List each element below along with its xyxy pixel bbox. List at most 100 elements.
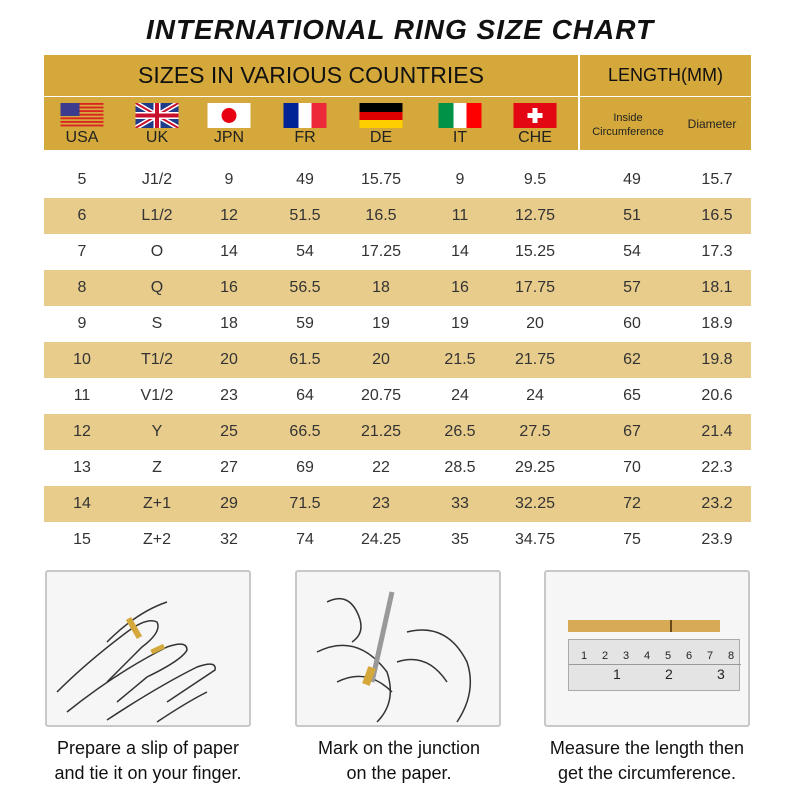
caption-line: Prepare a slip of paper	[56, 738, 240, 758]
table-cell: 19.8	[701, 351, 733, 368]
table-cell: 72	[623, 495, 641, 512]
country-label: DE	[369, 129, 393, 146]
table-cell: Y	[151, 423, 163, 440]
table-cell: 34.75	[514, 531, 556, 548]
table-cell: 15	[73, 531, 91, 548]
header-divider	[578, 55, 580, 150]
table-row: 11 V1/2 23 64 20.75 24 24 65 20.6	[44, 378, 751, 414]
france-flag-icon	[283, 103, 327, 128]
uk-flag-icon	[135, 103, 179, 128]
country-label: CHE	[518, 129, 552, 146]
table-cell: 23.2	[701, 495, 733, 512]
table-cell: 20	[220, 351, 238, 368]
table-cell: 27.5	[519, 423, 551, 440]
table-cell: 18	[220, 315, 238, 332]
table-cell: 19	[372, 315, 390, 332]
table-cell: 10	[73, 351, 91, 368]
table-cell: 14	[451, 243, 469, 260]
ruler-number: 6	[686, 650, 693, 662]
caption-line: and tie it on your finger.	[54, 763, 242, 783]
table-cell: 21.4	[701, 423, 733, 440]
table-cell: Z+2	[142, 531, 172, 548]
table-cell: 69	[296, 459, 314, 476]
table-cell: 16.5	[365, 207, 397, 224]
table-cell: 65	[623, 387, 641, 404]
table-cell: 17.75	[514, 279, 556, 296]
table-row: 13 Z 27 69 22 28.5 29.25 70 22.3	[44, 450, 751, 486]
table-cell: 67	[623, 423, 641, 440]
marking-pen-icon	[316, 591, 472, 723]
table-cell: 17.3	[701, 243, 733, 260]
table-row: 8 Q 16 56.5 18 16 17.75 57 18.1	[44, 270, 751, 306]
table-cell: 32.25	[514, 495, 556, 512]
japan-flag-icon	[207, 103, 251, 128]
table-cell: 75	[623, 531, 641, 548]
table-cell: 18	[372, 279, 390, 296]
table-cell: 14	[220, 243, 238, 260]
table-cell: 26.5	[444, 423, 476, 440]
table-cell: 12	[73, 423, 91, 440]
table-cell: 19	[451, 315, 469, 332]
table-cell: 49	[623, 171, 641, 188]
table-cell: Z	[152, 459, 162, 476]
table-cell: 74	[296, 531, 314, 548]
table-cell: 21.5	[444, 351, 476, 368]
table-cell: 60	[623, 315, 641, 332]
table-cell: 15.7	[701, 171, 733, 188]
table-row: 6 L1/2 12 51.5 16.5 11 12.75 51 16.5	[44, 198, 751, 234]
table-row: 12 Y 25 66.5 21.25 26.5 27.5 67 21.4	[44, 414, 751, 450]
table-cell: 29.25	[514, 459, 556, 476]
header-line: Inside	[613, 112, 643, 124]
table-cell: 23.9	[701, 531, 733, 548]
table-cell: 57	[623, 279, 641, 296]
table-cell: Z+1	[142, 495, 172, 512]
table-cell: 29	[220, 495, 238, 512]
table-cell: Q	[150, 279, 164, 296]
finger-wrap-icon	[56, 601, 216, 723]
table-cell: 12	[220, 207, 238, 224]
ruler-number: 4	[644, 650, 651, 662]
table-row: 14 Z+1 29 71.5 23 33 32.25 72 23.2	[44, 486, 751, 522]
country-label: FR	[294, 129, 316, 146]
table-cell: 25	[220, 423, 238, 440]
country-label: USA	[65, 129, 99, 146]
table-cell: 13	[73, 459, 91, 476]
step3-caption: Measure the length then get the circumfer…	[517, 736, 777, 786]
table-cell: V1/2	[140, 387, 174, 404]
table-cell: 23	[220, 387, 238, 404]
table-cell: 51	[623, 207, 641, 224]
table-cell: 9	[77, 315, 87, 332]
table-cell: 18.9	[701, 315, 733, 332]
table-cell: 21.75	[514, 351, 556, 368]
table-cell: 20	[372, 351, 390, 368]
country-label: UK	[145, 129, 169, 146]
table-cell: 7	[77, 243, 87, 260]
caption-line: Mark on the junction	[317, 738, 481, 758]
table-cell: 11	[451, 207, 469, 224]
caption-line: get the circumference.	[557, 763, 737, 783]
germany-flag-icon	[359, 103, 403, 128]
table-cell: 16	[220, 279, 238, 296]
table-cell: 27	[220, 459, 238, 476]
ruler-number: 3	[717, 666, 725, 682]
caption-line: on the paper.	[346, 763, 452, 783]
table-cell: 61.5	[289, 351, 321, 368]
table-cell: 24	[451, 387, 469, 404]
table-cell: 20.6	[701, 387, 733, 404]
countries-title: SIZES IN VARIOUS COUNTRIES	[138, 62, 484, 88]
table-row: 10 T1/2 20 61.5 20 21.5 21.75 62 19.8	[44, 342, 751, 378]
caption-line: Measure the length then	[549, 738, 745, 758]
table-cell: 11	[73, 387, 91, 404]
table-row: 15 Z+2 32 74 24.25 35 34.75 75 23.9	[44, 522, 751, 558]
table-cell: 59	[296, 315, 314, 332]
table-cell: 16	[451, 279, 469, 296]
table-cell: S	[151, 315, 163, 332]
table-cell: 8	[77, 279, 87, 296]
table-cell: 54	[296, 243, 314, 260]
table-cell: 9.5	[523, 171, 547, 188]
ruler-number: 8	[728, 650, 735, 662]
ruler-number: 1	[613, 666, 621, 682]
table-row: 7 O 14 54 17.25 14 15.25 54 17.3	[44, 234, 751, 270]
table-cell: 62	[623, 351, 641, 368]
